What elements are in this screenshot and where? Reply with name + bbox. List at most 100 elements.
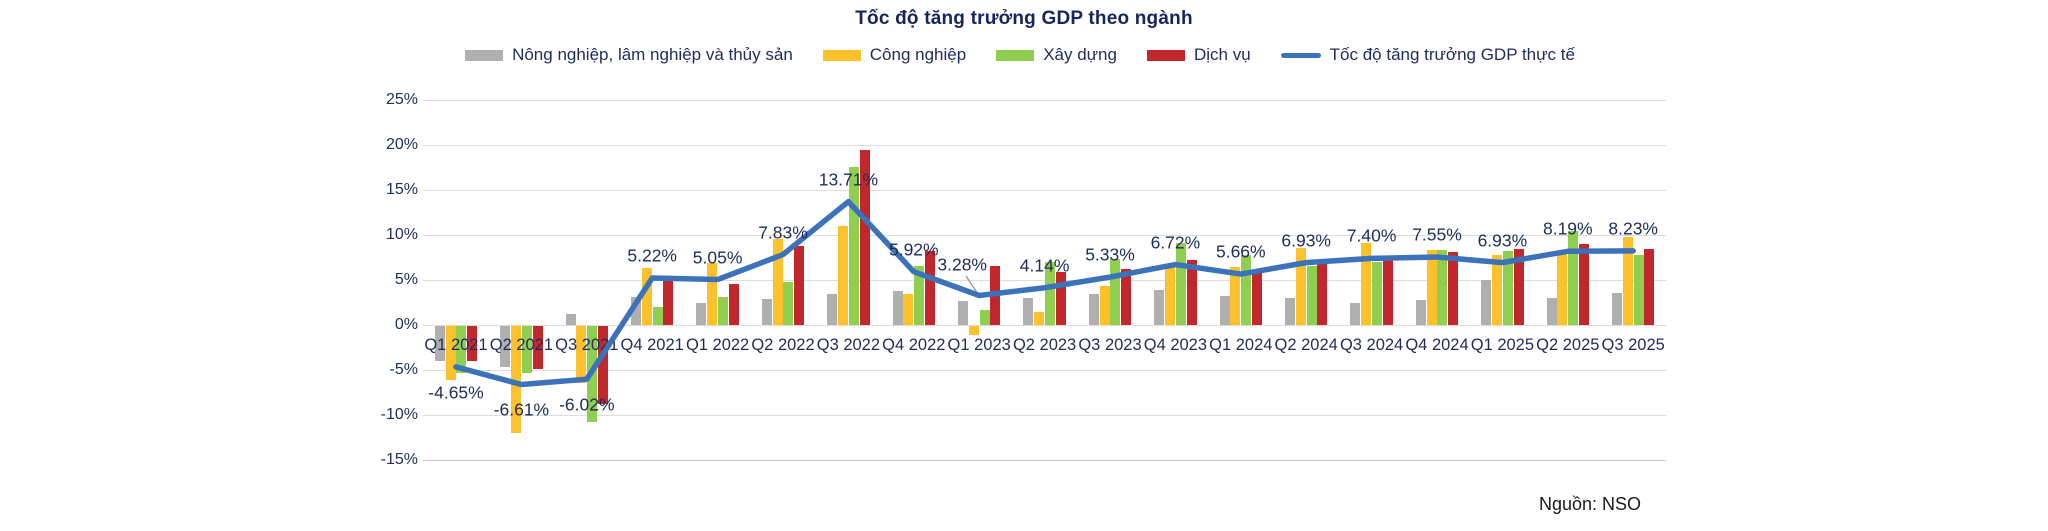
bar-Xây dựng-Q1 2025: [1502, 251, 1513, 325]
x-tick-label-Q2 2021: Q2 2021: [489, 336, 554, 354]
bar-Công nghiệp-Q3 2021: [576, 326, 587, 383]
bar-Nông nghiệp, lâm nghiệp và thủy sản-Q4 2023: [1154, 289, 1165, 325]
legend-swatch-Nông nghiệp, lâm nghiệp và thủy sản: [465, 49, 504, 61]
x-tick-label-Q3 2025: Q3 2025: [1601, 336, 1665, 354]
legend-item-Công nghiệp: Công nghiệp: [822, 45, 967, 65]
bar-Dịch vụ-Q2 2021: [532, 326, 543, 370]
gridline--15: [423, 460, 1666, 461]
bar-Công nghiệp-Q4 2024: [1426, 250, 1437, 325]
legend-label: Nông nghiệp, lâm nghiệp và thủy sản: [512, 45, 793, 64]
legend-label: Xây dựng: [1043, 45, 1117, 64]
bar-Công nghiệp-Q1 2021: [445, 326, 456, 380]
bar-Công nghiệp-Q2 2025: [1557, 251, 1568, 325]
y-tick-label: -10%: [380, 406, 418, 423]
chart-legend: Nông nghiệp, lâm nghiệp và thủy sản Công …: [360, 42, 1680, 68]
x-tick-label-Q1 2022: Q1 2022: [685, 336, 750, 354]
y-tick-label: 0%: [394, 316, 418, 333]
bar-Nông nghiệp, lâm nghiệp và thủy sản-Q3 2025: [1612, 292, 1622, 325]
legend-swatch-Công nghiệp: [822, 49, 861, 61]
bar-Dịch vụ-Q2 2024: [1317, 263, 1328, 325]
legend-item-Tốc độ tăng trưởng GDP thực tế: Tốc độ tăng trưởng GDP thực tế: [1280, 45, 1575, 65]
bar-Công nghiệp-Q1 2024: [1230, 267, 1241, 325]
bar-Công nghiệp-Q2 2022: [772, 238, 783, 325]
bar-Nông nghiệp, lâm nghiệp và thủy sản-Q2 2021: [500, 326, 511, 368]
bar-Công nghiệp-Q3 2024: [1361, 243, 1372, 325]
gdp-point-label-Q1 2022: 5.05%: [692, 247, 743, 268]
chart-title: Tốc độ tăng trưởng GDP theo ngành: [855, 8, 1193, 29]
x-tick-label-Q1 2024: Q1 2024: [1209, 336, 1273, 354]
gdp-point-label-Q1 2024: 5.66%: [1215, 241, 1266, 262]
bar-Nông nghiệp, lâm nghiệp và thủy sản-Q1 2023: [958, 300, 968, 325]
bar-Công nghiệp-Q3 2022: [838, 226, 848, 325]
gdp-point-label-Q1 2025: 6.93%: [1477, 230, 1528, 251]
bar-Dịch vụ-Q2 2023: [1055, 271, 1066, 325]
gridline-0: [423, 325, 1666, 326]
bar-Xây dựng-Q2 2022: [783, 281, 794, 325]
bar-Nông nghiệp, lâm nghiệp và thủy sản-Q2 2023: [1023, 298, 1034, 325]
gdp-point-label-Q2 2024: 6.93%: [1281, 230, 1331, 251]
gridline-25: [423, 100, 1666, 101]
legend-label: Dịch vụ: [1193, 45, 1251, 64]
bar-Xây dựng-Q2 2025: [1568, 231, 1579, 325]
legend-label: Tốc độ tăng trưởng GDP thực tế: [1329, 45, 1575, 64]
x-tick-label-Q4 2023: Q4 2023: [1143, 336, 1208, 354]
bar-Dịch vụ-Q4 2023: [1186, 260, 1197, 325]
bar-Dịch vụ-Q3 2022: [859, 150, 870, 325]
gridline-15: [423, 190, 1666, 191]
bar-Nông nghiệp, lâm nghiệp và thủy sản-Q1 2022: [696, 303, 707, 325]
bar-Công nghiệp-Q3 2025: [1622, 236, 1633, 325]
y-tick-label: 15%: [385, 181, 418, 198]
y-tick-label: 25%: [385, 91, 418, 108]
bar-Công nghiệp-Q4 2021: [641, 268, 652, 325]
gdp-line-svg: [453, 198, 1636, 388]
x-tick-label-Q1 2021: Q1 2021: [424, 336, 488, 354]
gdp-point-label-Q4 2022: 5.92%: [888, 239, 939, 260]
gdp-point-label-Q2 2023: 4.14%: [1019, 255, 1070, 276]
bar-Nông nghiệp, lâm nghiệp và thủy sản-Q4 2021: [631, 297, 641, 325]
bar-Nông nghiệp, lâm nghiệp và thủy sản-Q2 2022: [761, 298, 772, 325]
bar-Nông nghiệp, lâm nghiệp và thủy sản-Q1 2025: [1481, 280, 1492, 325]
bar-Dịch vụ-Q3 2021: [598, 326, 608, 405]
legend-item-Dịch vụ: Dịch vụ: [1146, 45, 1251, 65]
bar-Nông nghiệp, lâm nghiệp và thủy sản-Q4 2024: [1415, 299, 1426, 325]
bar-Công nghiệp-Q1 2023: [968, 326, 979, 335]
y-tick-label: 5%: [394, 271, 418, 288]
bar-Công nghiệp-Q2 2023: [1034, 312, 1045, 325]
bar-Xây dựng-Q2 2023: [1045, 262, 1055, 325]
legend-label: Công nghiệp: [869, 45, 967, 64]
bar-Công nghiệp-Q2 2024: [1295, 247, 1306, 325]
legend-swatch-Xây dựng: [996, 49, 1035, 61]
bar-Công nghiệp-Q1 2025: [1492, 254, 1502, 325]
y-tick-label: -5%: [389, 361, 418, 378]
legend-item-Nông nghiệp, lâm nghiệp và thủy sản: Nông nghiệp, lâm nghiệp và thủy sản: [465, 45, 793, 65]
bar-Xây dựng-Q1 2022: [718, 297, 728, 325]
bar-Xây dựng-Q3 2023: [1110, 259, 1121, 325]
gdp-point-label-Q3 2022: 13.71%: [818, 169, 879, 190]
bar-Công nghiệp-Q4 2022: [903, 294, 914, 325]
bar-Dịch vụ-Q1 2024: [1252, 272, 1262, 325]
legend-item-Xây dựng: Xây dựng: [996, 45, 1117, 65]
gdp-point-label-Q3 2024: 7.40%: [1346, 225, 1397, 246]
gridline--10: [423, 415, 1666, 416]
x-tick-label-Q2 2024: Q2 2024: [1274, 336, 1338, 354]
bar-Công nghiệp-Q4 2023: [1165, 266, 1175, 325]
gdp-point-label-Q4 2023: 6.72%: [1150, 232, 1201, 253]
bar-Dịch vụ-Q3 2024: [1382, 260, 1393, 325]
bar-Xây dựng-Q3 2022: [848, 166, 859, 325]
gridline-10: [423, 235, 1666, 236]
gdp-point-label-Q1 2023: 3.28%: [937, 254, 987, 275]
y-tick-label: 10%: [385, 226, 418, 243]
bar-Xây dựng-Q1 2024: [1241, 254, 1252, 325]
x-tick-label-Q2 2022: Q2 2022: [751, 336, 815, 354]
legend-swatch-Dịch vụ: [1146, 49, 1185, 61]
bar-Xây dựng-Q4 2022: [914, 265, 925, 325]
bar-Xây dựng-Q2 2024: [1306, 265, 1317, 325]
bar-Xây dựng-Q4 2024: [1437, 250, 1448, 325]
bar-Xây dựng-Q2 2021: [521, 326, 532, 373]
bar-Công nghiệp-Q2 2021: [511, 326, 521, 434]
x-tick-label-Q1 2023: Q1 2023: [947, 336, 1011, 354]
source-note: Nguồn: NSO: [1538, 494, 1642, 514]
x-tick-label-Q3 2024: Q3 2024: [1339, 336, 1404, 354]
gdp-point-label-Q2 2025: 8.19%: [1542, 218, 1593, 239]
x-tick-label-Q1 2025: Q1 2025: [1470, 336, 1535, 354]
